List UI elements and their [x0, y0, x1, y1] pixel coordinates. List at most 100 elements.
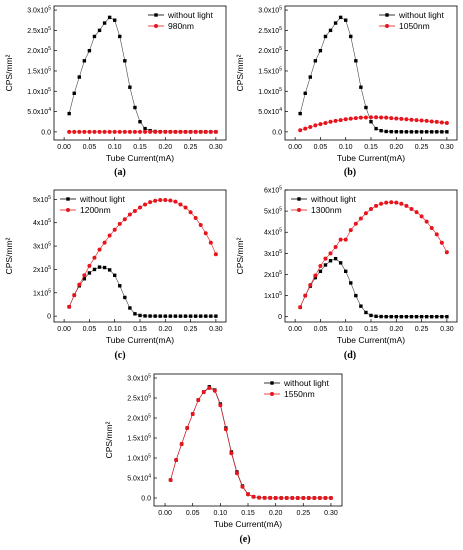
data-point-circle	[318, 264, 323, 269]
data-point-circle	[158, 129, 163, 134]
data-point-circle	[303, 293, 308, 298]
y-tick-label: 0.0	[272, 129, 282, 136]
data-point-square	[440, 130, 444, 134]
data-point-square	[318, 48, 323, 53]
data-point-circle	[363, 211, 368, 216]
y-tick-label: 1.5x105	[258, 66, 282, 75]
data-point-circle	[389, 116, 394, 121]
x-tick-label: 0.25	[184, 326, 198, 333]
data-point-square	[92, 267, 97, 272]
data-point-circle	[178, 129, 183, 134]
data-point-square	[128, 85, 132, 89]
x-tick-label: 0.20	[389, 144, 403, 151]
data-point-circle	[434, 119, 439, 124]
legend-marker-square	[270, 381, 274, 385]
data-point-square	[435, 314, 439, 319]
data-point-square	[188, 314, 193, 318]
data-point-square	[394, 314, 398, 319]
data-point-circle	[333, 118, 338, 123]
x-tick-label: 0.00	[288, 144, 302, 151]
data-point-circle	[429, 226, 434, 231]
data-point-square	[183, 314, 188, 318]
data-point-circle	[196, 398, 201, 402]
legend-label: without light	[398, 10, 445, 20]
data-point-circle	[308, 125, 313, 130]
data-point-circle	[223, 427, 228, 432]
data-point-square	[77, 75, 81, 79]
data-point-square	[158, 314, 162, 318]
data-point-square	[313, 59, 318, 63]
data-point-circle	[312, 495, 317, 500]
data-point-circle	[313, 273, 318, 278]
data-point-circle	[183, 205, 188, 210]
data-point-circle	[374, 203, 379, 208]
data-point-circle	[295, 495, 300, 500]
y-tick-label: 5.0x104	[27, 107, 51, 116]
y-tick-label: 2.5x105	[127, 394, 151, 403]
data-point-circle	[203, 231, 208, 236]
data-point-circle	[102, 240, 107, 245]
data-point-square	[173, 314, 178, 318]
y-tick-label: 2.0x105	[27, 46, 51, 55]
data-point-circle	[97, 129, 102, 134]
data-point-square	[430, 314, 434, 319]
series-line-2	[299, 201, 448, 308]
y-tick-label: 3x105	[264, 249, 282, 258]
data-point-circle	[174, 458, 179, 462]
data-point-square	[414, 130, 419, 134]
data-point-circle	[318, 122, 323, 127]
data-point-circle	[369, 207, 373, 212]
data-point-circle	[190, 412, 195, 416]
data-point-circle	[348, 228, 353, 233]
data-point-circle	[218, 403, 223, 408]
x-tick-label: 0.00	[57, 144, 71, 151]
data-point-circle	[138, 205, 142, 210]
data-point-circle	[409, 117, 414, 122]
data-point-square	[419, 314, 424, 319]
data-point-square	[148, 314, 152, 318]
data-point-circle	[279, 495, 284, 500]
data-point-circle	[306, 495, 311, 500]
data-point-square	[409, 314, 414, 319]
data-point-circle	[179, 442, 184, 446]
x-tick-label: 0.00	[158, 510, 172, 517]
data-point-circle	[185, 426, 190, 430]
x-tick-label: 0.30	[440, 144, 454, 151]
x-tick-label: 0.00	[288, 326, 302, 333]
x-tick-label: 0.15	[133, 144, 147, 151]
data-point-square	[364, 310, 368, 315]
data-point-square	[143, 126, 147, 131]
data-point-square	[107, 15, 112, 20]
legend-marker-circle	[154, 24, 158, 28]
data-point-square	[384, 314, 388, 319]
data-point-square	[349, 34, 353, 39]
y-tick-label: 5.0x104	[127, 474, 151, 483]
y-tick-label: 4x105	[264, 228, 282, 237]
data-point-square	[323, 34, 328, 39]
data-point-circle	[208, 129, 213, 134]
data-point-square	[435, 130, 439, 134]
y-tick-label: 3x105	[33, 242, 51, 251]
data-point-square	[328, 259, 333, 263]
x-tick-label: 0.10	[339, 326, 353, 333]
data-point-square	[399, 314, 404, 319]
data-point-square	[113, 273, 117, 277]
data-point-circle	[439, 120, 444, 125]
x-axis-label: Tube Current(mA)	[106, 153, 174, 163]
data-point-circle	[132, 209, 137, 214]
data-point-circle	[212, 388, 217, 393]
x-tick-label: 0.25	[415, 144, 429, 151]
data-point-circle	[394, 116, 399, 121]
y-tick-label: 5.0x104	[258, 107, 282, 116]
data-point-square	[445, 130, 449, 134]
y-tick-label: 4x105	[33, 218, 51, 227]
panel-caption: (e)	[239, 534, 250, 545]
data-point-square	[308, 75, 312, 79]
data-point-circle	[353, 116, 358, 121]
data-point-circle	[328, 119, 333, 124]
data-point-square	[440, 314, 444, 319]
data-point-circle	[82, 129, 87, 134]
legend-marker-square	[297, 197, 301, 201]
data-point-circle	[82, 273, 87, 278]
